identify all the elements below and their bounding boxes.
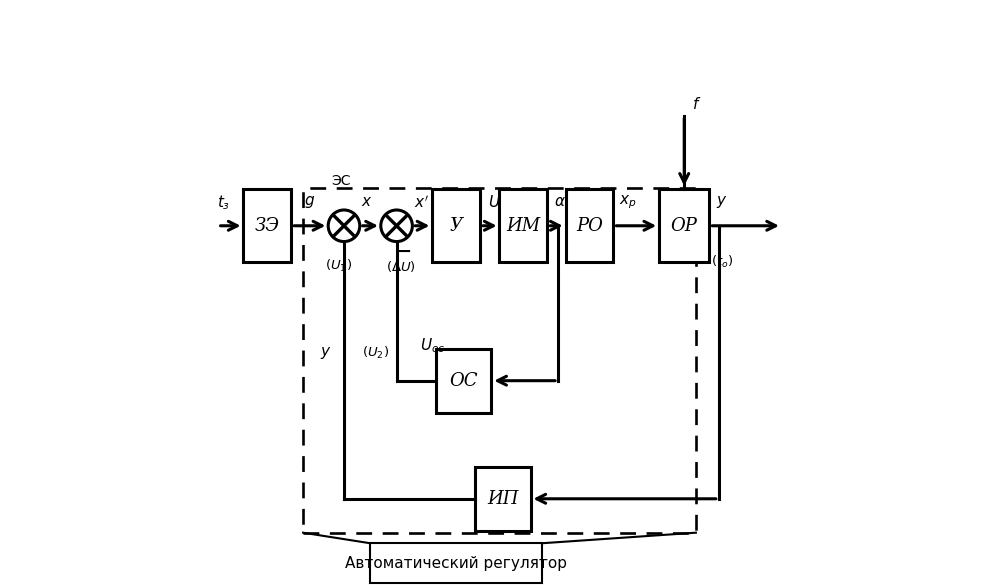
Text: ИП: ИП [487,490,519,508]
Text: ИМ: ИМ [506,217,540,235]
Bar [243,189,292,263]
Text: $x$: $x$ [361,195,372,209]
Text: $\alpha$: $\alpha$ [554,195,566,209]
Bar [370,543,542,583]
Text: $U_{ос}$: $U_{ос}$ [421,336,446,355]
Circle shape [328,210,360,241]
Bar [303,188,696,533]
Bar [565,189,614,263]
Text: $g$: $g$ [304,195,315,210]
Text: $x'$: $x'$ [414,194,430,211]
Bar [476,466,530,531]
Bar [659,189,709,263]
Text: $y$: $y$ [320,345,331,360]
Text: ОР: ОР [671,217,698,235]
Text: $x_p$: $x_p$ [619,193,637,211]
Text: $f$: $f$ [692,97,702,113]
Bar [433,189,480,263]
Text: $(U_1)$: $(U_1)$ [325,258,352,274]
Text: $(t_о)$: $(t_о)$ [711,254,733,270]
Text: $(U_2)$: $(U_2)$ [361,345,388,360]
Text: ЗЭ: ЗЭ [255,217,280,235]
Text: −: − [396,243,411,261]
Text: $y$: $y$ [716,195,728,210]
Text: $t_з$: $t_з$ [217,193,230,212]
Text: ОС: ОС [450,372,478,390]
Circle shape [381,210,412,241]
Text: $U$: $U$ [488,195,501,210]
Bar [500,189,547,263]
Bar [437,349,491,413]
Text: Автоматический регулятор: Автоматический регулятор [345,556,567,571]
Text: РО: РО [576,217,603,235]
Text: ЭС: ЭС [331,174,351,188]
Text: У: У [450,217,463,235]
Text: $(\Delta U)$: $(\Delta U)$ [386,258,416,274]
